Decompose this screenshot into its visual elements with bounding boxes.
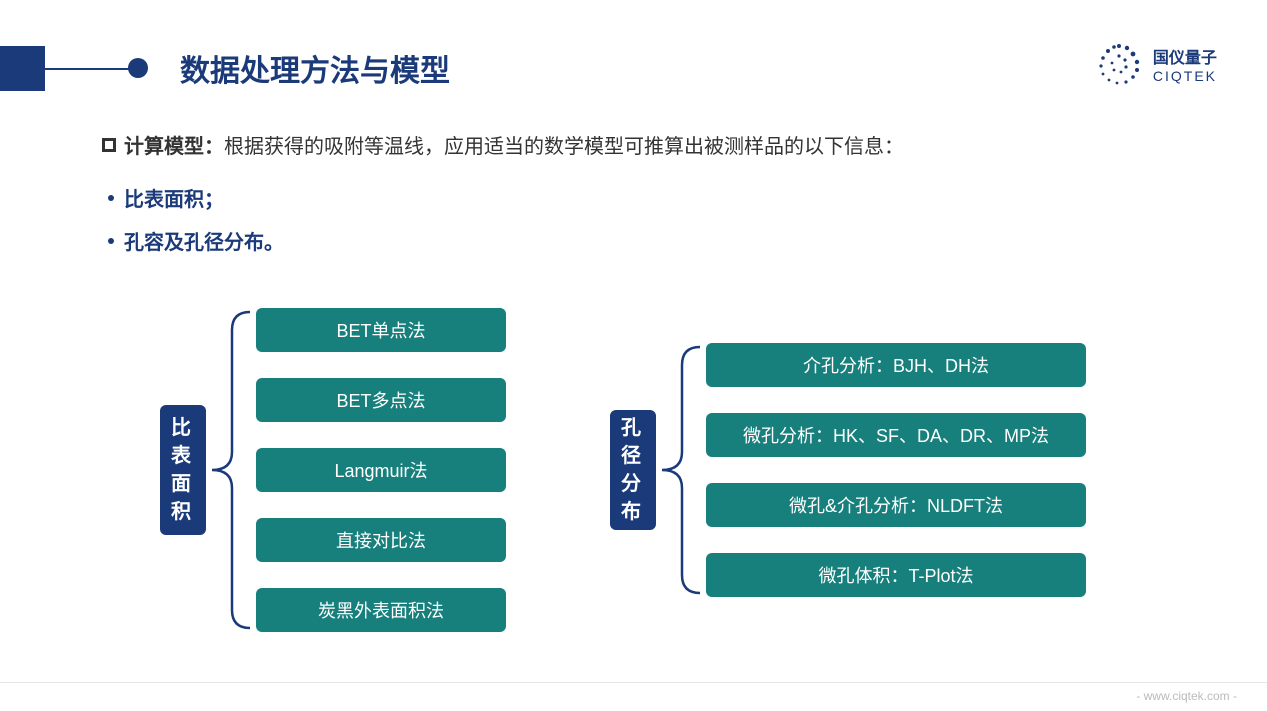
tree-root: 比表面积	[160, 405, 206, 535]
tree-leaf: 微孔分析：HK、SF、DA、DR、MP法	[706, 413, 1086, 457]
intro-list: 比表面积； 孔容及孔径分布。	[108, 183, 1187, 255]
tree-leaf: Langmuir法	[256, 448, 506, 492]
bracket-icon	[656, 343, 706, 597]
intro-item: 比表面积；	[108, 183, 1187, 212]
diagram-area: 比表面积 BET单点法 BET多点法 Langmuir法直接对比法炭黑外表面积法 孔径分…	[0, 280, 1267, 680]
tree-leaf: BET多点法	[256, 378, 506, 422]
tree-leaf: 炭黑外表面积法	[256, 588, 506, 632]
tree-leaf: 直接对比法	[256, 518, 506, 562]
tree-leaf: BET单点法	[256, 308, 506, 352]
header-dot	[128, 58, 148, 78]
tree-leaf: 微孔&介孔分析：NLDFT法	[706, 483, 1086, 527]
tree-leaf: 介孔分析：BJH、DH法	[706, 343, 1086, 387]
group-surface-area: 比表面积 BET单点法 BET多点法 Langmuir法直接对比法炭黑外表面积法	[160, 308, 506, 632]
header-line	[45, 68, 135, 70]
tree-root: 孔径分布	[610, 410, 656, 530]
bracket-icon	[206, 308, 256, 632]
page-title: 数据处理方法与模型	[180, 46, 450, 90]
group-pore-distribution: 孔径分布 介孔分析：BJH、DH法微孔分析：HK、SF、DA、DR、MP法微孔&介…	[610, 343, 1086, 597]
intro-text: 根据获得的吸附等温线，应用适当的数学模型可推算出被测样品的以下信息：	[224, 136, 904, 158]
dot-bullet-icon	[108, 195, 114, 201]
header-accent-block	[0, 46, 45, 91]
intro-label: 计算模型：	[124, 136, 224, 158]
intro-block: 计算模型：根据获得的吸附等温线，应用适当的数学模型可推算出被测样品的以下信息： …	[102, 130, 1187, 269]
dot-bullet-icon	[108, 238, 114, 244]
brand-logo: 国仪量子 CIQTEK	[1095, 40, 1217, 88]
intro-line: 计算模型：根据获得的吸附等温线，应用适当的数学模型可推算出被测样品的以下信息：	[102, 130, 1187, 159]
logo-text-en: CIQTEK	[1153, 68, 1217, 84]
logo-text-cn: 国仪量子	[1153, 44, 1217, 68]
footer-url: - www.ciqtek.com -	[0, 682, 1267, 703]
intro-item: 孔容及孔径分布。	[108, 226, 1187, 255]
logo-swirl-icon	[1095, 40, 1143, 88]
square-bullet-icon	[102, 138, 116, 152]
tree-leaf: 微孔体积：T-Plot法	[706, 553, 1086, 597]
